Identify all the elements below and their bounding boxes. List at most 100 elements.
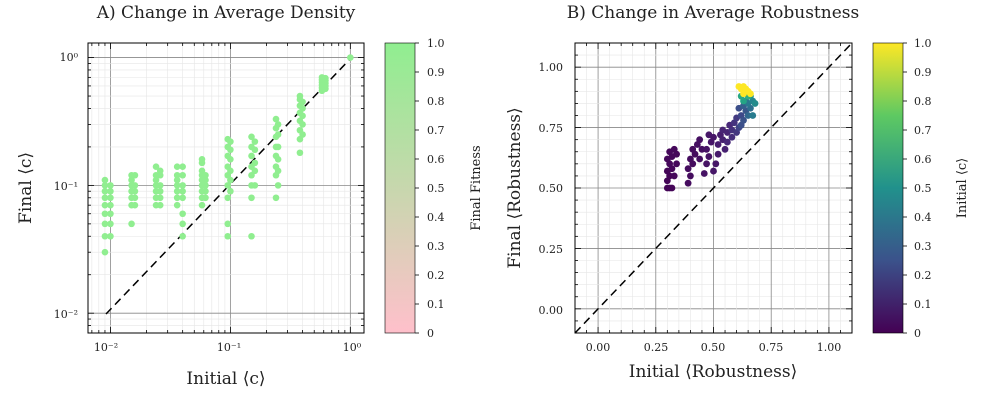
panel-b-point [684,165,692,173]
panel-a-point [107,201,114,209]
panel-a-point [173,187,181,195]
panel-a-xtick-label: 10⁻¹ [217,341,241,354]
panel-a-point [107,194,114,202]
panel-a-point [131,182,139,189]
panel-b-xtick-label: 0.75 [759,341,784,354]
panel-a-point [101,187,109,195]
panel-b-point [703,145,710,153]
panel-b-point [747,90,754,98]
panel-a-point [347,54,354,61]
panel-b-point [705,131,713,139]
panel-b-point [687,155,694,163]
panel-a-point [152,176,160,184]
panel-b-colorbar-label: Initial ⟨c⟩ [955,158,970,219]
colorbar-tick-label: 0 [427,327,434,340]
colorbar-tick-label: 0.4 [427,211,445,224]
panel-b-ytick-label: 0.25 [539,243,564,256]
panel-a-point [299,112,306,120]
panel-b-ticks [574,42,853,334]
panel-a-point [179,171,186,179]
panel-b-xtick-label: 1.00 [817,341,842,354]
panel-a-point [179,210,186,218]
panel-a-point [274,182,282,189]
panel-b-ytick-label: 1.00 [539,61,564,74]
panel-b-point [728,133,736,141]
panel-a-point [173,201,181,209]
panel-a-point [107,232,114,240]
panel-a-point [179,163,186,171]
panel-a-point [128,176,135,184]
panel-a-point [173,163,181,171]
panel-a-xtick-label: 10⁻² [94,341,118,354]
panel-a-point [274,167,282,175]
colorbar-tick-label: 0.1 [427,298,445,311]
panel-a-point [128,220,135,228]
panel-b-point [673,150,680,158]
panel-a-colorbar: 0 0.1 0.2 0.3 0.4 0.5 0.6 0.7 0.8 0.9 1.… [384,37,484,340]
panel-a-point [274,155,282,163]
panel-a-point [198,155,206,163]
panel-a-point [107,187,114,195]
colorbar-tick-label: 0.3 [914,240,932,253]
colorbar-tick-label: 0.1 [914,298,932,311]
panel-a-point [224,182,232,189]
panel-a-point [251,159,259,167]
panel-a-point [198,167,206,175]
panel-b-colorbar-gradient [873,43,903,333]
colorbar-tick-label: 0.7 [914,124,932,137]
panel-b-colorbar: 0 0.1 0.2 0.3 0.4 0.5 0.6 0.7 0.8 0.9 1.… [872,37,970,340]
panel-a-point [251,167,259,175]
colorbar-tick-label: 0.4 [914,211,932,224]
panel-a-point [107,210,114,218]
panel-a-point [224,232,232,240]
panel-b-point [714,141,722,148]
panel-a-point [227,146,234,154]
panel-a-point [202,187,209,195]
panel-a-point [227,176,234,184]
panel-b-point [696,136,704,144]
panel-a-point [107,182,114,189]
colorbar-tick-label: 0.9 [427,66,445,79]
panel-a-point [101,201,109,209]
panel-a-point [272,194,280,202]
panel-a-point [322,74,329,82]
panel-a-point [227,187,234,195]
panel-b-point [689,145,697,153]
panel-a-ytick-label: 10⁻² [54,308,78,321]
panel-a-point [179,182,186,189]
colorbar-tick-label: 0.5 [914,182,932,195]
panel-a-point [251,146,259,154]
panel-b: B) Change in Average Robustness 0.00 0.2… [505,3,859,382]
panel-a-point [202,194,209,202]
panel-a-ticks [88,43,364,334]
panel-a-point [299,131,306,138]
panel-b-point [696,155,704,163]
panel-b-point [751,100,759,107]
panel-a-point [173,194,181,202]
colorbar-tick-label: 0.2 [427,269,445,282]
colorbar-tick-label: 0.8 [427,95,445,108]
panel-a-point [131,187,139,195]
panel-a-point [156,182,164,189]
colorbar-tick-label: 0.5 [427,182,445,195]
panel-b-point [740,116,747,124]
panel-a-point [173,171,181,179]
panel-b-point [668,184,676,192]
colorbar-tick-label: 0.8 [914,95,932,108]
colorbar-frame [872,42,904,334]
panel-b-point [714,150,722,158]
panel-a-point [131,201,139,209]
colorbar-tick-label: 1.0 [914,37,932,50]
panel-a-point [131,194,139,202]
colorbar-frame [384,42,416,334]
panel-a-point [101,176,109,184]
panel-a-ytick-label: 10⁻¹ [54,180,78,193]
panel-b-ytick-label: 0.00 [539,304,564,317]
panel-a-point [101,220,109,228]
panel-a-frame [87,42,365,334]
panel-a-point [101,182,109,189]
panel-a-point [101,194,109,202]
panel-a-point [156,194,164,202]
panel-b-point [740,90,747,98]
